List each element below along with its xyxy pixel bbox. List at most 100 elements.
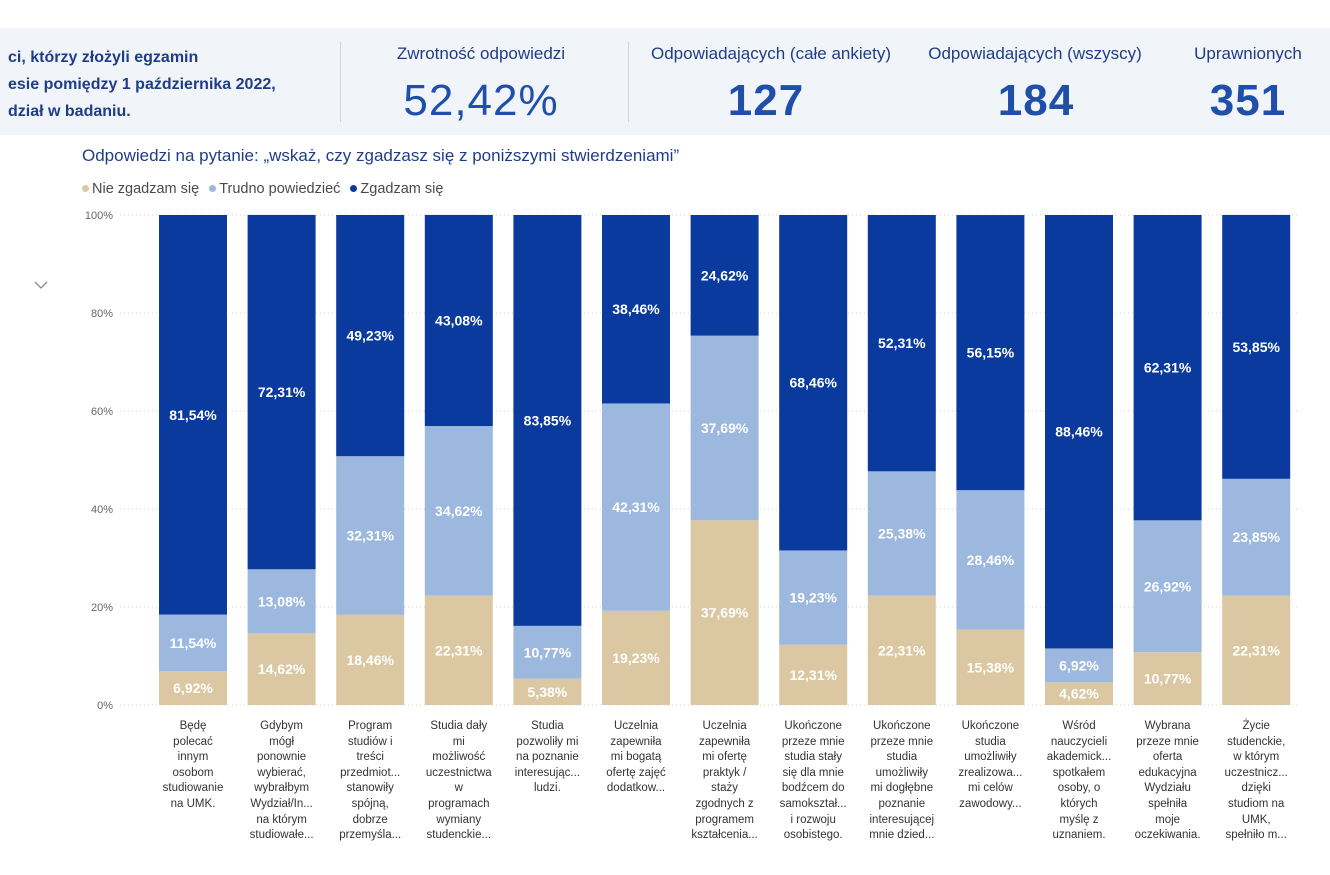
category-label-line: interesując... [514,766,580,779]
category-label-line: studiów i [347,735,393,748]
data-label: 22,31% [878,642,926,658]
bar-segment [779,215,848,551]
legend-dot-icon [350,184,358,192]
category-label-line: osoby, o [1057,782,1101,795]
kpi-banner [0,28,1330,135]
category-label-line: Uczelnia [613,720,659,732]
kpi-value-eligible: 351 [1209,76,1287,125]
kpi-label-eligible: Uprawnionych [1194,44,1302,63]
data-label: 42,31% [612,499,660,515]
category-label-line: moje [1155,813,1181,826]
category-label-line: na UMK. [170,797,216,810]
chart-title: Odpowiedzi na pytanie: „wskaż, czy zgadz… [82,146,680,165]
category-label-line: Studia [531,720,564,732]
kpi-value-response-rate: 52,42% [403,76,559,125]
kpi-divider [628,42,629,122]
data-label: 6,92% [1059,657,1099,673]
legend-label: Zgadzam się [360,181,444,197]
category-label-line: na którym [256,813,307,826]
category-label-line: Wśród [1062,720,1096,732]
intro-line: esie pomiędzy 1 października 2022, [8,76,276,93]
category-label: Uczelnia zapewniła mi bogatą ofertę zajęć do… [597,719,675,797]
category-label-line: mi celów [968,782,1013,795]
data-label: 28,46% [967,552,1015,568]
intro-text: ci, którzy złożyli egzamin esie pomiędzy… [8,44,338,125]
category-label-line: wymiany [436,813,482,826]
data-label: 11,54% [170,635,217,651]
chart-legend: Nie zgadzam się Trudno powiedzieć Zgadza… [82,181,449,197]
bar-segment [159,671,227,705]
chevron-down-icon[interactable] [34,278,48,292]
bar-segment [247,633,316,705]
category-label-line: na poznanie [516,751,579,764]
category-label-line: mi dogłębne [870,782,934,795]
category-label-line: edukacyjna [1138,766,1197,779]
bar-segment [513,678,582,705]
category-label-line: mi ofertę [702,751,747,764]
category-label-line: studia [975,735,1006,748]
category-label-line: samokształ... [779,797,847,810]
category-label-line: zrealizowa... [958,766,1023,779]
data-label: 22,31% [1232,642,1280,658]
category-label-line: spełniła [1148,797,1188,810]
data-label: 6,92% [173,680,213,696]
category-label-line: nauczycieli [1050,735,1108,748]
data-label: 12,31% [789,667,837,683]
data-label: 19,23% [612,650,660,666]
category-label: Uczelnia zapewniła mi ofertę praktyk / staży… [686,719,764,844]
data-label: 62,31% [1144,360,1192,376]
y-tick-label: 60% [91,406,113,418]
legend-item-agree[interactable]: Zgadzam się [350,181,443,197]
data-label: 49,23% [346,328,394,344]
legend-dot-icon [82,184,89,192]
category-label-line: mógł [269,735,295,748]
data-label: 81,54% [169,407,217,423]
legend-label: Trudno powiedzieć [219,181,341,197]
category-label: Wśród nauczycieli akademick... spotkałem oso… [1040,719,1118,844]
category-label-line: programach [428,797,490,810]
y-tick-label: 40% [91,504,113,516]
data-label: 13,08% [258,593,306,609]
y-tick-label: 0% [97,700,113,712]
bar-segment [690,335,759,521]
category-label-line: mnie dzied... [869,829,935,842]
data-label: 26,92% [1144,578,1192,594]
bar-segment [336,614,405,705]
category-label-line: studia stały [784,751,842,764]
kpi-divider [340,42,341,122]
legend-item-hard-to-say[interactable]: Trudno powiedzieć [209,181,340,197]
bar-segment [513,625,582,679]
category-label-line: wybierać, [257,766,306,779]
category-label-line: staży [711,782,739,795]
data-label: 10,77% [1144,671,1192,687]
data-label: 43,08% [435,312,483,328]
data-label: 88,46% [1055,424,1103,440]
bar-segment [956,215,1025,491]
bar-segment [1045,215,1113,649]
bar-segment [159,614,227,672]
category-label-line: osobistego. [783,829,843,842]
data-label: 4,62% [1059,686,1099,702]
data-label: 52,31% [878,335,926,351]
data-label: 53,85% [1232,339,1280,355]
data-label: 38,46% [612,301,660,317]
category-label-line: dodatkow... [606,782,666,795]
category-label-line: praktyk / [702,766,747,779]
category-label-line: mi [452,735,465,748]
category-label-line: wybrałbym [254,782,310,795]
category-label-line: ludzi. [533,782,561,795]
category-label-line: Wydziału [1144,782,1191,795]
category-label-line: umożliwiły [875,766,928,779]
legend-item-disagree[interactable]: Nie zgadzam się [82,181,199,197]
category-label-line: zapewniła [610,735,662,748]
category-label-line: studenckie... [426,829,492,842]
category-label-line: zgodnych z [695,797,754,810]
category-label-line: pozwoliły mi [516,735,579,748]
bar-segment [779,550,848,645]
category-label-line: akademick... [1046,751,1112,764]
category-label-line: poznanie [878,797,926,810]
category-label-line: UMK, [1241,813,1271,826]
category-label-line: polecać [173,735,213,748]
bar-segment [336,456,405,615]
category-label-line: przeze mnie [781,735,845,748]
